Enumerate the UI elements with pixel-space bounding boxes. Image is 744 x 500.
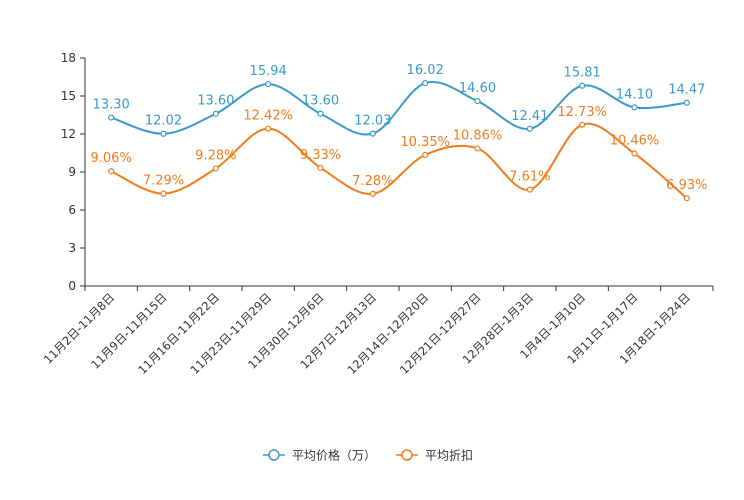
data-point[interactable] — [526, 125, 533, 132]
data-label: 14.10 — [616, 87, 653, 102]
data-label: 12.03 — [354, 114, 391, 129]
data-point[interactable] — [108, 114, 115, 121]
data-label: 14.60 — [459, 81, 496, 96]
data-label: 15.81 — [564, 66, 601, 81]
data-label: 14.47 — [668, 83, 705, 98]
legend: 平均价格（万） 平均折扣 — [263, 448, 473, 463]
data-point[interactable] — [212, 165, 219, 172]
y-tick-label: 6 — [68, 203, 76, 217]
data-label: 7.29% — [143, 174, 184, 189]
y-tick-label: 9 — [68, 165, 76, 179]
data-point[interactable] — [631, 150, 638, 157]
data-label: 9.06% — [91, 151, 132, 166]
legend-marker — [401, 449, 413, 461]
series-avg-discount: 9.06%7.29%9.28%12.42%9.33%7.28%10.35% 10.… — [91, 105, 707, 202]
data-point[interactable] — [631, 104, 638, 111]
data-point[interactable] — [683, 99, 690, 106]
data-point[interactable] — [474, 145, 481, 152]
y-tick-label: 12 — [61, 127, 76, 141]
data-point[interactable] — [160, 130, 167, 137]
data-point[interactable] — [369, 190, 376, 197]
x-axis: 11月2日-11月8日11月9日-11月15日11月16日-11月22日11月2… — [41, 286, 714, 377]
data-point[interactable] — [579, 82, 586, 89]
data-label: 16.02 — [407, 63, 444, 78]
data-point[interactable] — [422, 151, 429, 158]
y-tick-label: 18 — [61, 51, 76, 65]
series-group: 13.30 12.02 13.60 15.94 13.60 12.03 16.02 14.60… — [91, 63, 707, 202]
data-point[interactable] — [579, 121, 586, 128]
data-point[interactable] — [212, 110, 219, 117]
data-label: 12.41 — [511, 109, 548, 124]
data-label: 13.30 — [93, 98, 130, 113]
y-tick-label: 3 — [68, 241, 76, 255]
data-point[interactable] — [317, 110, 324, 117]
y-tick-label: 15 — [61, 89, 76, 103]
data-label: 12.73% — [557, 105, 607, 120]
data-label: 10.86% — [453, 128, 503, 143]
data-label: 7.28% — [352, 174, 393, 189]
data-label: 13.60 — [302, 94, 339, 109]
data-label: 15.94 — [250, 64, 287, 79]
data-label: 10.46% — [610, 134, 660, 149]
legend-item[interactable]: 平均价格（万） — [263, 448, 376, 463]
data-point[interactable] — [474, 97, 481, 105]
data-point[interactable] — [160, 190, 167, 197]
data-point[interactable] — [422, 79, 429, 87]
data-label: 9.28% — [195, 148, 236, 163]
data-label: 6.93% — [666, 178, 707, 193]
data-point[interactable] — [265, 125, 272, 132]
data-point[interactable] — [369, 130, 376, 137]
data-label: 12.02 — [145, 114, 182, 129]
data-point[interactable] — [683, 195, 690, 202]
data-label: 9.33% — [300, 148, 341, 163]
legend-label: 平均折扣 — [425, 448, 473, 463]
data-point[interactable] — [108, 168, 115, 175]
data-point[interactable] — [317, 164, 324, 171]
data-label: 10.35% — [400, 135, 450, 150]
y-tick-label: 0 — [68, 279, 76, 293]
legend-marker — [268, 449, 280, 461]
data-point[interactable] — [526, 186, 533, 193]
y-axis-ticks: 0 3 6 9 12 15 18 — [61, 51, 85, 293]
legend-label: 平均价格（万） — [292, 448, 376, 463]
data-label: 12.42% — [243, 109, 293, 124]
data-label: 13.60 — [197, 94, 234, 109]
data-label: 7.61% — [509, 170, 550, 185]
legend-item[interactable]: 平均折扣 — [396, 448, 473, 463]
data-point[interactable] — [265, 80, 272, 88]
series-avg-price: 13.30 12.02 13.60 15.94 13.60 12.03 16.02 14.60… — [93, 63, 705, 137]
